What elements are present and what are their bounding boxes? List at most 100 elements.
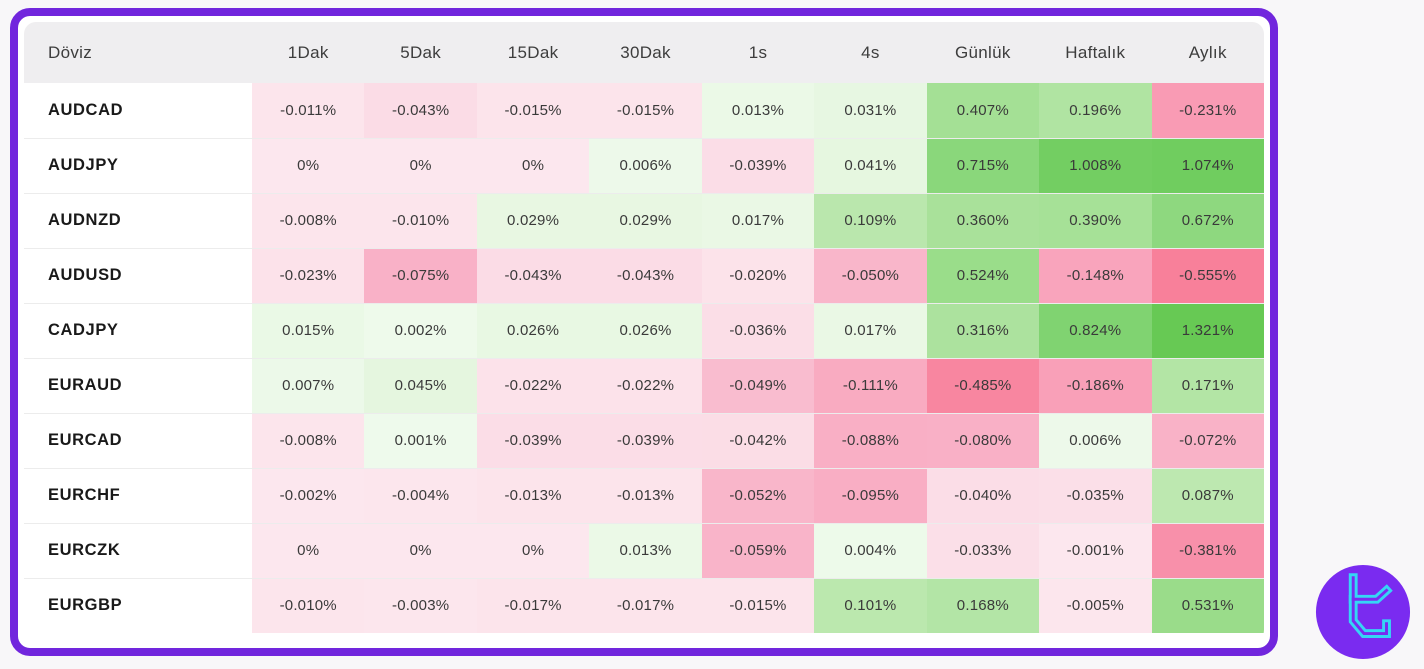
pair-label-eurchf[interactable]: EURCHF bbox=[24, 468, 252, 523]
pair-label-audcad[interactable]: AUDCAD bbox=[24, 83, 252, 138]
heat-cell-eurczk-30dak: 0.013% bbox=[589, 523, 702, 578]
table-row-audnzd: AUDNZD -0.008% -0.010% 0.029% 0.029% 0.017% 0.… bbox=[24, 193, 1264, 248]
logo-circle bbox=[1315, 564, 1411, 660]
pair-label-eurcad[interactable]: EURCAD bbox=[24, 413, 252, 468]
heat-cell-eurgbp-günlük: 0.168% bbox=[926, 578, 1040, 633]
heat-cell-audnzd-30dak: 0.029% bbox=[589, 193, 702, 248]
heat-cell-cadjpy-1s: -0.036% bbox=[701, 303, 815, 358]
heat-cell-audnzd-1dak: -0.008% bbox=[252, 193, 365, 248]
heat-cell-euraud-5dak: 0.045% bbox=[364, 358, 477, 413]
heat-cell-eurcad-aylık: -0.072% bbox=[1151, 413, 1264, 468]
column-header-15dak: 15Dak bbox=[476, 22, 590, 83]
heat-cell-audusd-1s: -0.020% bbox=[701, 248, 815, 303]
heat-cell-audusd-haftalık: -0.148% bbox=[1039, 248, 1152, 303]
table-row-euraud: EURAUD 0.007% 0.045% -0.022% -0.022% -0.049% -… bbox=[24, 358, 1264, 413]
heat-cell-eurgbp-30dak: -0.017% bbox=[589, 578, 702, 633]
heat-cell-euraud-4s: -0.111% bbox=[814, 358, 927, 413]
heat-cell-eurczk-aylık: -0.381% bbox=[1151, 523, 1264, 578]
column-header-30dak: 30Dak bbox=[589, 22, 702, 83]
heat-cell-euraud-haftalık: -0.186% bbox=[1039, 358, 1152, 413]
heat-cell-audjpy-aylık: 1.074% bbox=[1151, 138, 1264, 193]
table-row-eurcad: EURCAD -0.008% 0.001% -0.039% -0.039% -0.042%… bbox=[24, 413, 1264, 468]
heat-cell-audusd-1dak: -0.023% bbox=[252, 248, 365, 303]
table-row-eurczk: EURCZK 0% 0% 0% 0.013% -0.059% 0.004% -0.033% -0… bbox=[24, 523, 1264, 578]
heat-cell-audjpy-haftalık: 1.008% bbox=[1039, 138, 1152, 193]
heat-cell-eurchf-haftalık: -0.035% bbox=[1039, 468, 1152, 523]
column-header-pair: Döviz bbox=[24, 22, 252, 83]
heat-cell-audcad-15dak: -0.015% bbox=[476, 83, 590, 138]
pair-label-cadjpy[interactable]: CADJPY bbox=[24, 303, 252, 358]
heat-cell-audjpy-1s: -0.039% bbox=[701, 138, 815, 193]
heat-cell-audnzd-1s: 0.017% bbox=[701, 193, 815, 248]
table-row-eurchf: EURCHF -0.002% -0.004% -0.013% -0.013% -0.052… bbox=[24, 468, 1264, 523]
heat-cell-audnzd-4s: 0.109% bbox=[814, 193, 927, 248]
heat-cell-eurcad-4s: -0.088% bbox=[814, 413, 927, 468]
heat-cell-euraud-günlük: -0.485% bbox=[926, 358, 1040, 413]
header-row: Döviz 1Dak 5Dak 15Dak 30Dak 1s 4s Günlük Haftalı… bbox=[24, 22, 1264, 83]
heat-cell-audjpy-günlük: 0.715% bbox=[926, 138, 1040, 193]
heat-cell-eurcad-1s: -0.042% bbox=[701, 413, 815, 468]
pair-label-audnzd[interactable]: AUDNZD bbox=[24, 193, 252, 248]
heat-cell-eurchf-5dak: -0.004% bbox=[364, 468, 477, 523]
heat-cell-audcad-1s: 0.013% bbox=[701, 83, 815, 138]
heat-cell-audnzd-günlük: 0.360% bbox=[926, 193, 1040, 248]
heat-cell-eurcad-15dak: -0.039% bbox=[476, 413, 590, 468]
heat-cell-euraud-1s: -0.049% bbox=[701, 358, 815, 413]
heat-cell-audcad-4s: 0.031% bbox=[814, 83, 927, 138]
heat-cell-eurcad-30dak: -0.039% bbox=[589, 413, 702, 468]
heat-cell-eurgbp-aylık: 0.531% bbox=[1151, 578, 1264, 633]
heat-cell-audcad-günlük: 0.407% bbox=[926, 83, 1040, 138]
heat-cell-audnzd-aylık: 0.672% bbox=[1151, 193, 1264, 248]
heat-cell-audusd-günlük: 0.524% bbox=[926, 248, 1040, 303]
heat-cell-eurcad-haftalık: 0.006% bbox=[1039, 413, 1152, 468]
heat-cell-eurchf-4s: -0.095% bbox=[814, 468, 927, 523]
heat-cell-audcad-1dak: -0.011% bbox=[252, 83, 365, 138]
heat-cell-euraud-30dak: -0.022% bbox=[589, 358, 702, 413]
heat-cell-cadjpy-4s: 0.017% bbox=[814, 303, 927, 358]
heat-cell-audnzd-5dak: -0.010% bbox=[364, 193, 477, 248]
heat-cell-audjpy-30dak: 0.006% bbox=[589, 138, 702, 193]
heat-cell-eurgbp-4s: 0.101% bbox=[814, 578, 927, 633]
heat-cell-euraud-15dak: -0.022% bbox=[476, 358, 590, 413]
heat-cell-audjpy-4s: 0.041% bbox=[814, 138, 927, 193]
table-row-cadjpy: CADJPY 0.015% 0.002% 0.026% 0.026% -0.036% 0.0… bbox=[24, 303, 1264, 358]
table-row-eurgbp: EURGBP -0.010% -0.003% -0.017% -0.017% -0.015… bbox=[24, 578, 1264, 633]
heat-cell-eurchf-1dak: -0.002% bbox=[252, 468, 365, 523]
heat-cell-audusd-15dak: -0.043% bbox=[476, 248, 590, 303]
table-row-audcad: AUDCAD -0.011% -0.043% -0.015% -0.015% 0.013%… bbox=[24, 83, 1264, 138]
heat-cell-eurczk-15dak: 0% bbox=[476, 523, 590, 578]
heat-cell-audjpy-15dak: 0% bbox=[476, 138, 590, 193]
table-row-audusd: AUDUSD -0.023% -0.075% -0.043% -0.043% -0.020… bbox=[24, 248, 1264, 303]
heat-cell-eurchf-30dak: -0.013% bbox=[589, 468, 702, 523]
pair-label-eurgbp[interactable]: EURGBP bbox=[24, 578, 252, 633]
column-header-4s: 4s bbox=[814, 22, 927, 83]
pair-label-eurczk[interactable]: EURCZK bbox=[24, 523, 252, 578]
heat-cell-eurgbp-15dak: -0.017% bbox=[476, 578, 590, 633]
heat-cell-cadjpy-aylık: 1.321% bbox=[1151, 303, 1264, 358]
brand-logo bbox=[1314, 563, 1412, 661]
heat-cell-audusd-30dak: -0.043% bbox=[589, 248, 702, 303]
pair-label-audjpy[interactable]: AUDJPY bbox=[24, 138, 252, 193]
column-header-aylık: Aylık bbox=[1151, 22, 1264, 83]
pair-label-euraud[interactable]: EURAUD bbox=[24, 358, 252, 413]
heat-cell-cadjpy-haftalık: 0.824% bbox=[1039, 303, 1152, 358]
heat-cell-eurczk-5dak: 0% bbox=[364, 523, 477, 578]
heatmap-card: Döviz 1Dak 5Dak 15Dak 30Dak 1s 4s Günlük Haftalı… bbox=[10, 8, 1278, 656]
heat-cell-eurchf-aylık: 0.087% bbox=[1151, 468, 1264, 523]
heat-cell-audjpy-5dak: 0% bbox=[364, 138, 477, 193]
heat-cell-audcad-5dak: -0.043% bbox=[364, 83, 477, 138]
heatmap-table-wrap: Döviz 1Dak 5Dak 15Dak 30Dak 1s 4s Günlük Haftalı… bbox=[24, 22, 1264, 642]
heat-cell-eurgbp-1dak: -0.010% bbox=[252, 578, 365, 633]
table-body: AUDCAD -0.011% -0.043% -0.015% -0.015% 0.013%… bbox=[24, 83, 1264, 633]
heat-cell-eurcad-günlük: -0.080% bbox=[926, 413, 1040, 468]
table-row-audjpy: AUDJPY 0% 0% 0% 0.006% -0.039% 0.041% 0.715% 1.0… bbox=[24, 138, 1264, 193]
pair-label-audusd[interactable]: AUDUSD bbox=[24, 248, 252, 303]
heat-cell-cadjpy-30dak: 0.026% bbox=[589, 303, 702, 358]
heat-cell-audcad-30dak: -0.015% bbox=[589, 83, 702, 138]
column-header-günlük: Günlük bbox=[926, 22, 1040, 83]
heat-cell-eurczk-günlük: -0.033% bbox=[926, 523, 1040, 578]
heat-cell-euraud-aylık: 0.171% bbox=[1151, 358, 1264, 413]
heat-cell-eurczk-1s: -0.059% bbox=[701, 523, 815, 578]
heat-cell-eurgbp-haftalık: -0.005% bbox=[1039, 578, 1152, 633]
heat-cell-cadjpy-1dak: 0.015% bbox=[252, 303, 365, 358]
